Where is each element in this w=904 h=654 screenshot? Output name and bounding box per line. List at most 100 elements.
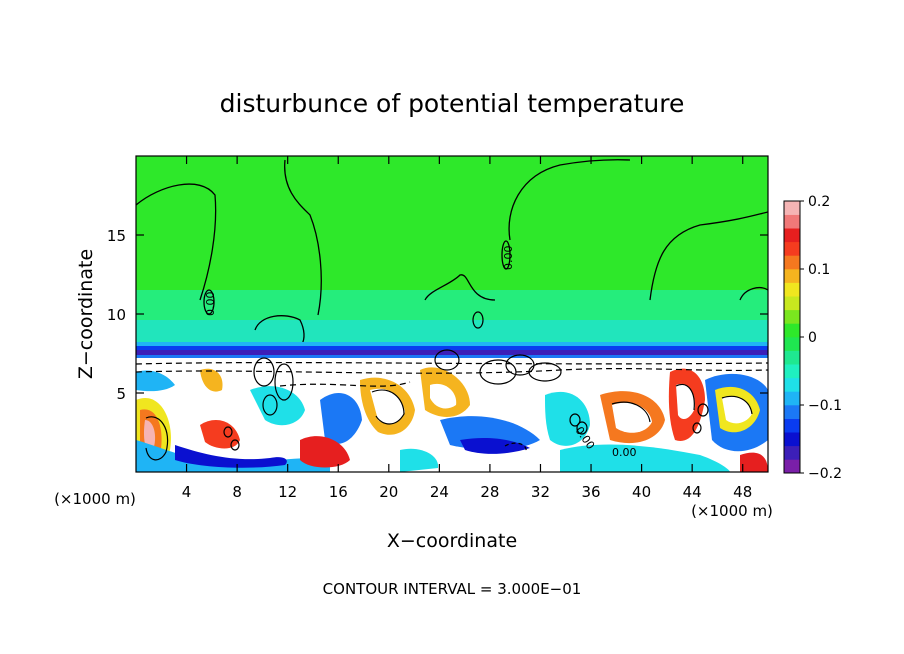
x-tick-label: 40 (632, 483, 651, 501)
colorbar-tick-label: −0.1 (808, 398, 842, 414)
x-axis-ticks: 4 8 12 16 20 24 28 32 36 40 44 48 (182, 156, 752, 501)
x-axis-unit-right: (×1000 m) (691, 502, 773, 520)
y-axis-ticks: 5 10 15 (107, 227, 768, 403)
contour-line (136, 361, 768, 365)
shaded-patch (175, 445, 287, 468)
x-tick-label: 24 (430, 483, 449, 501)
contour-line (223, 426, 233, 438)
x-tick-label: 12 (278, 483, 297, 501)
x-tick-label: 4 (182, 483, 192, 501)
contour-line (479, 359, 517, 385)
shaded-patch (676, 383, 696, 420)
contour-interval-note: CONTOUR INTERVAL = 3.000E−01 (323, 580, 582, 598)
x-tick-label: 20 (379, 483, 398, 501)
contour-line (501, 240, 511, 270)
colorbar-swatch (784, 377, 800, 392)
contour-line (145, 416, 169, 461)
contour-line (203, 289, 215, 315)
shaded-patch (320, 392, 362, 444)
y-axis-label: Z−coordinate (75, 249, 97, 379)
y-tick-label: 5 (116, 385, 126, 403)
contour-line (721, 395, 753, 415)
contour-line (253, 357, 275, 387)
colorbar-swatch (784, 296, 800, 311)
shaded-patch (400, 448, 439, 472)
plot-area: 0.00 0.00 0.00 0.00 (136, 156, 768, 472)
colorbar-swatch (784, 432, 800, 447)
contour-line (136, 367, 768, 374)
y-tick-label: 10 (107, 306, 126, 324)
contour-line (611, 401, 651, 423)
colorbar-swatch (784, 228, 800, 243)
contour-line (508, 159, 631, 241)
contour-label: 0.00 (204, 292, 217, 317)
shaded-patch (612, 402, 652, 433)
shaded-patch (740, 452, 768, 472)
x-tick-label: 16 (329, 483, 348, 501)
shaded-patch (430, 383, 457, 409)
colorbar-swatch (784, 214, 800, 229)
contour-line (424, 274, 496, 301)
colorbar-tick-label: 0.2 (808, 194, 830, 210)
shaded-patch (370, 388, 405, 425)
shaded-patch (722, 396, 752, 424)
inversion-band (136, 355, 768, 358)
contour-line (472, 311, 484, 329)
contour-line (675, 383, 695, 411)
x-tick-label: 28 (480, 483, 499, 501)
x-axis-unit-left: (×1000 m) (54, 490, 136, 508)
shaded-patch (460, 437, 530, 454)
colorbar-swatch (784, 418, 800, 433)
colorbar-swatch (784, 269, 800, 283)
shaded-patch (200, 368, 223, 392)
contour-line (230, 439, 240, 451)
contour-line (434, 349, 460, 371)
x-tick-label: 8 (232, 483, 242, 501)
colorbar-swatch (784, 445, 800, 460)
colorbar-swatch (784, 255, 800, 270)
contour-line (262, 394, 278, 416)
colorbar-swatch (784, 364, 800, 379)
contour-line (739, 287, 768, 301)
contour-line (692, 422, 702, 434)
lower-contours (136, 311, 768, 461)
contour-line (284, 159, 322, 316)
lower-shading (136, 367, 768, 472)
contour-line (528, 362, 562, 382)
contour-line (569, 413, 581, 427)
colorbar-swatch (784, 391, 800, 406)
contour-line (649, 211, 768, 301)
colorbar-swatch (784, 309, 800, 324)
colorbar-swatch (784, 405, 800, 419)
x-tick-label: 36 (581, 483, 600, 501)
contour-line (697, 403, 709, 417)
contour-line (504, 442, 527, 453)
near-zero-band (136, 320, 768, 342)
colorbar: −0.2 −0.1 0 0.1 0.2 (783, 194, 842, 482)
colorbar-swatch (784, 337, 800, 351)
contour-line (576, 421, 588, 435)
contour-line (136, 183, 217, 301)
colorbar-swatch (784, 282, 800, 297)
colorbar-tick-label: 0.1 (808, 262, 830, 278)
colorbar-swatch (784, 241, 800, 256)
colorbar-swatch (784, 350, 800, 365)
inversion-band (136, 342, 768, 346)
inversion-band (136, 346, 768, 350)
colorbar-swatch (784, 459, 800, 474)
contour-label: 0.00 (502, 246, 515, 271)
colorbar-tick-label: 0 (808, 330, 817, 346)
x-tick-label: 48 (733, 483, 752, 501)
colorbar-swatch (784, 323, 800, 338)
colorbar-swatch (784, 201, 800, 215)
x-axis-label: X−coordinate (387, 530, 517, 552)
chart-title: disturbunce of potential temperature (220, 89, 685, 118)
contour-label: 0.00 (612, 446, 637, 459)
x-tick-label: 44 (683, 483, 702, 501)
contour-line (274, 363, 294, 401)
upper-contours (136, 159, 768, 352)
shaded-patch (136, 370, 175, 392)
colorbar-tick-label: −0.2 (808, 466, 842, 482)
x-tick-label: 32 (531, 483, 550, 501)
